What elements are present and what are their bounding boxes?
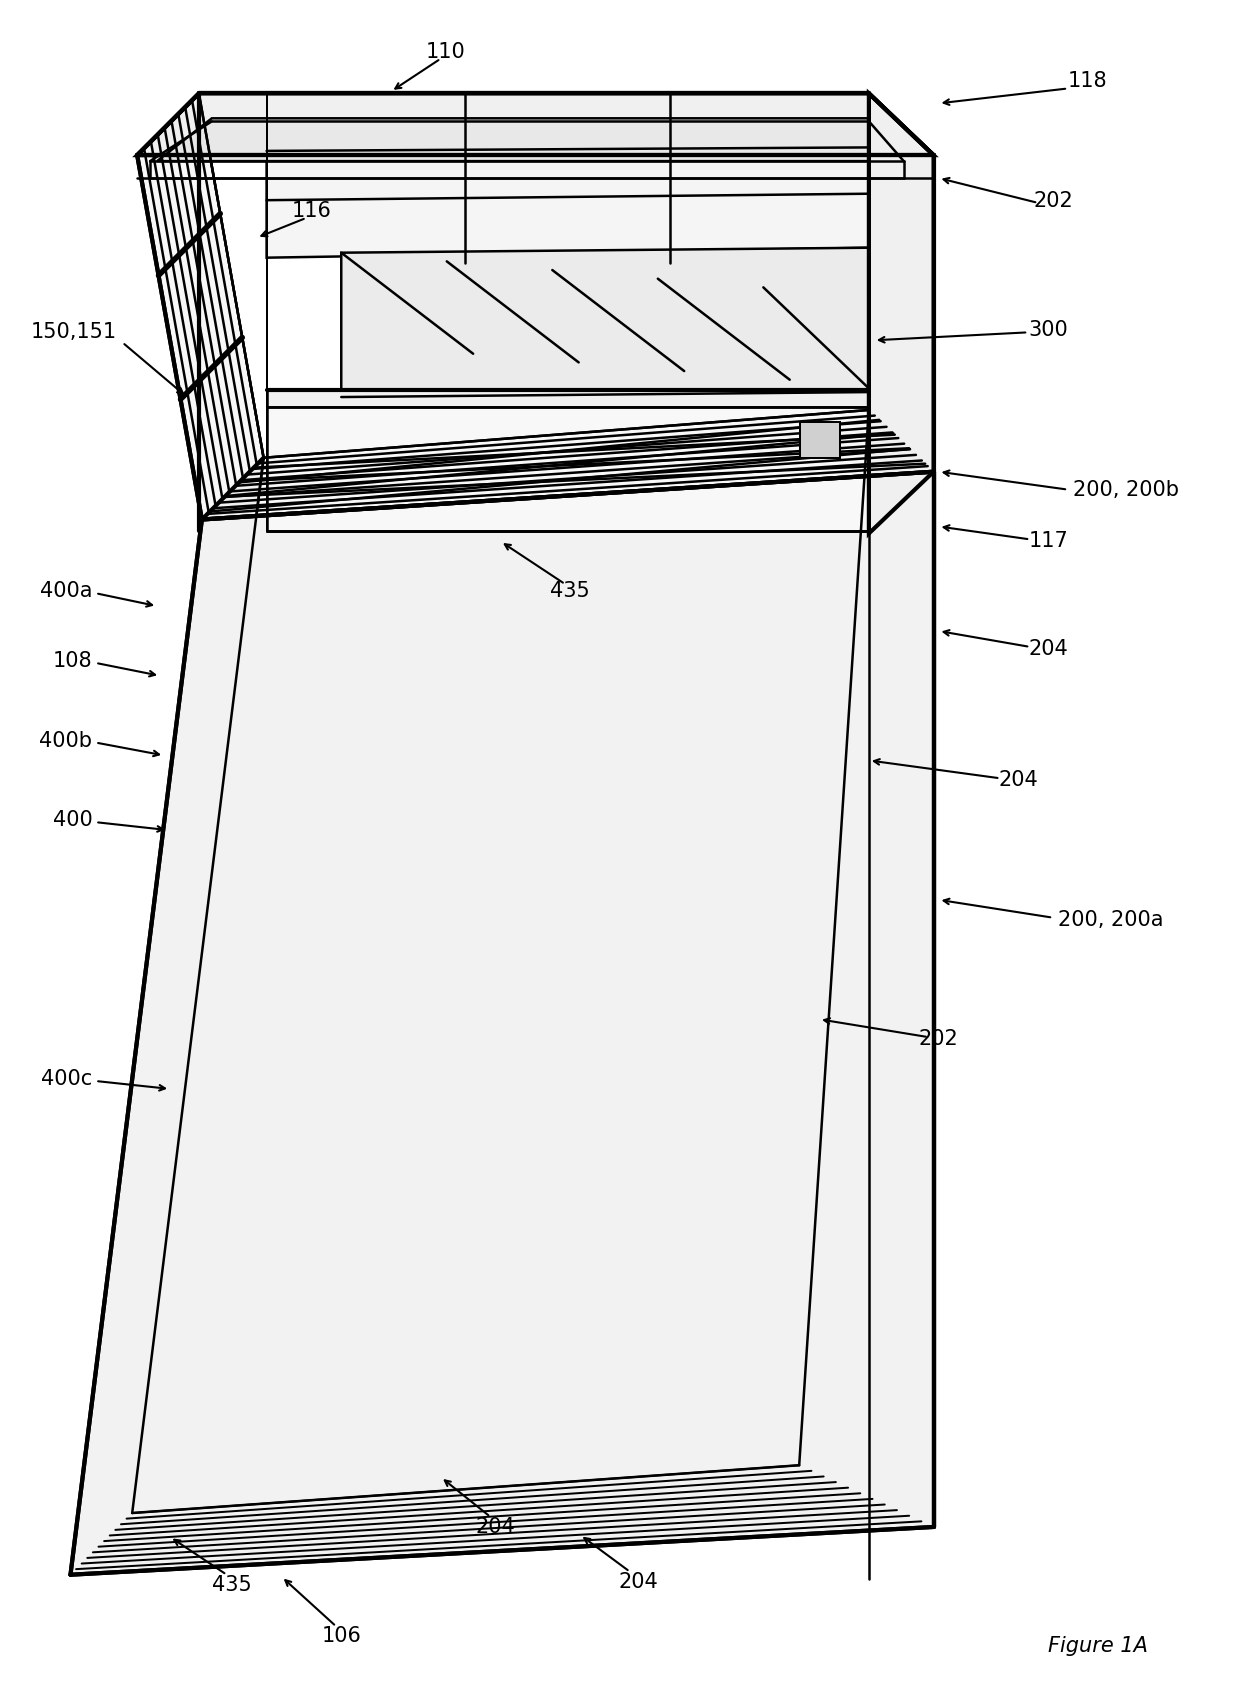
Polygon shape — [157, 118, 914, 160]
Polygon shape — [800, 421, 841, 457]
Polygon shape — [71, 457, 264, 1575]
Polygon shape — [267, 407, 869, 532]
Text: 400a: 400a — [40, 581, 92, 602]
Text: 400b: 400b — [40, 730, 92, 750]
Polygon shape — [341, 247, 869, 397]
Polygon shape — [267, 390, 869, 407]
Polygon shape — [800, 409, 934, 1528]
Text: 108: 108 — [53, 651, 92, 670]
Text: 400: 400 — [52, 810, 92, 830]
Text: 300: 300 — [1028, 321, 1068, 341]
Polygon shape — [138, 94, 934, 155]
Text: 110: 110 — [425, 41, 466, 61]
Text: 118: 118 — [1068, 72, 1107, 92]
Text: Figure 1A: Figure 1A — [1048, 1637, 1148, 1657]
Text: 204: 204 — [618, 1572, 657, 1592]
Text: 200, 200b: 200, 200b — [1073, 479, 1179, 500]
Polygon shape — [71, 472, 934, 1575]
Text: 204: 204 — [998, 771, 1038, 791]
Text: 202: 202 — [919, 1030, 959, 1049]
Text: 200, 200a: 200, 200a — [1058, 910, 1163, 929]
Text: 116: 116 — [291, 201, 331, 222]
Polygon shape — [869, 94, 934, 534]
Polygon shape — [138, 94, 264, 520]
Text: 400c: 400c — [41, 1069, 92, 1089]
Text: 435: 435 — [551, 581, 590, 602]
Text: 150,151: 150,151 — [31, 322, 118, 343]
Text: 204: 204 — [476, 1517, 516, 1536]
Text: 435: 435 — [212, 1575, 252, 1594]
Text: 202: 202 — [1033, 191, 1073, 211]
Text: 106: 106 — [321, 1627, 361, 1647]
Text: 117: 117 — [1028, 532, 1068, 551]
Polygon shape — [267, 94, 869, 257]
Text: 204: 204 — [1028, 639, 1068, 658]
